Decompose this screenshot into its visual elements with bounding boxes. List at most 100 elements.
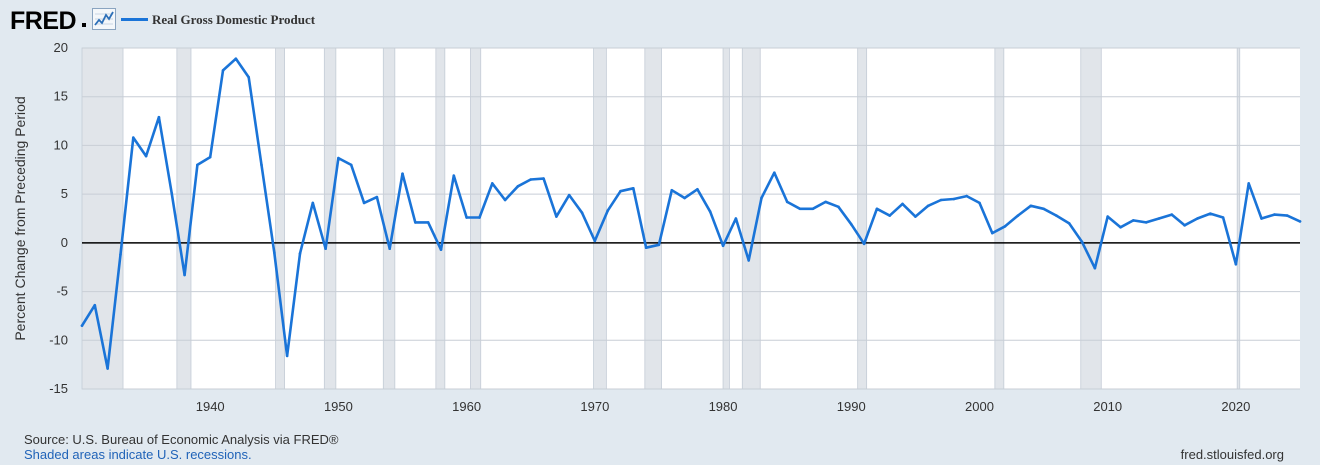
y-tick-label: 20 [54, 40, 68, 55]
data-point [683, 196, 686, 200]
recession-band [81, 47, 124, 390]
site-url[interactable]: fred.stlouisfed.org [1180, 447, 1284, 462]
x-tick-label: 1970 [580, 399, 609, 414]
data-point [567, 193, 571, 197]
recession-band [722, 47, 730, 390]
data-point [619, 189, 622, 193]
data-point [888, 214, 892, 217]
data-point [1080, 240, 1084, 244]
data-point [721, 244, 725, 248]
data-point [1221, 216, 1225, 219]
data-point [708, 210, 712, 213]
data-point [1029, 204, 1033, 208]
source-note: Source: U.S. Bureau of Economic Analysis… [24, 432, 339, 447]
data-point [798, 207, 802, 211]
data-point [144, 154, 148, 158]
data-point [183, 273, 186, 277]
data-point [465, 216, 468, 219]
y-tick-label: -15 [49, 381, 68, 396]
recession-band [176, 47, 192, 390]
data-point [632, 186, 635, 190]
data-point [1093, 266, 1097, 270]
data-point [875, 207, 879, 211]
x-tick-label: 1960 [452, 399, 481, 414]
data-point [349, 163, 353, 167]
data-point [106, 367, 109, 370]
data-point [362, 201, 366, 205]
x-tick-label: 2010 [1093, 399, 1122, 414]
recession-note-link[interactable]: Shaded areas indicate U.S. recessions. [24, 447, 252, 462]
data-point [824, 200, 827, 204]
data-point [1285, 214, 1289, 217]
data-point [1119, 225, 1122, 229]
data-point [1298, 220, 1302, 223]
series-line [80, 57, 1302, 370]
gridlines [82, 47, 1300, 390]
data-point [196, 163, 199, 167]
y-axis-label: Percent Change from Preceding Period [12, 96, 28, 340]
recession-band [382, 47, 396, 390]
recession-band [1236, 47, 1241, 390]
data-point [696, 187, 699, 191]
legend-swatch [121, 18, 148, 21]
data-point [760, 196, 763, 200]
data-point [811, 207, 815, 211]
x-tick-label: 1990 [837, 399, 866, 414]
data-point [516, 185, 520, 188]
data-point [862, 242, 866, 246]
data-point [529, 178, 533, 181]
data-point [490, 182, 494, 185]
fred-logo[interactable]: FRED [10, 7, 77, 35]
data-point [119, 253, 122, 256]
data-point [978, 201, 981, 205]
legend-label: Real Gross Domestic Product [152, 12, 316, 27]
y-axis-ticks: 20 15 10 5 0 -5 -10 -15 [49, 40, 68, 396]
data-point [503, 198, 507, 202]
data-point [1016, 214, 1020, 217]
x-tick-label: 1940 [196, 399, 225, 414]
y-tick-label: 15 [54, 89, 68, 104]
data-point [93, 303, 97, 307]
data-point [1042, 207, 1045, 211]
x-tick-label: 2020 [1221, 399, 1250, 414]
recession-band [644, 47, 662, 390]
recession-band [857, 47, 868, 390]
data-point [1234, 262, 1238, 266]
data-point [785, 200, 789, 204]
data-point [1144, 221, 1148, 224]
data-point [1055, 214, 1058, 217]
data-point [478, 216, 481, 219]
data-point [1208, 212, 1212, 215]
line-chart-icon[interactable] [92, 8, 116, 30]
data-point [131, 136, 135, 139]
data-point [542, 177, 545, 180]
data-point [914, 215, 917, 218]
fred-logo-dot [82, 23, 86, 27]
data-point [273, 251, 276, 254]
data-point [1157, 217, 1161, 220]
data-point [773, 171, 776, 175]
data-point [375, 195, 379, 199]
data-point [1003, 224, 1007, 228]
data-point [644, 246, 648, 250]
data-point [388, 247, 392, 251]
data-point [657, 243, 661, 247]
data-point [311, 201, 315, 205]
data-point [1273, 213, 1276, 216]
data-point [324, 247, 327, 251]
data-point [555, 215, 558, 218]
data-point [452, 174, 456, 177]
series-layer [80, 57, 1302, 370]
data-point [285, 354, 289, 358]
recession-band [994, 47, 1005, 390]
data-point [901, 202, 904, 206]
data-point [939, 198, 943, 202]
data-point [1170, 213, 1174, 216]
data-point [849, 223, 853, 226]
data-point [260, 163, 263, 167]
y-tick-label: 0 [61, 235, 68, 250]
chart-header: FRED Real Gross Domestic Product [0, 0, 1320, 40]
data-point [234, 57, 238, 61]
data-point [401, 172, 404, 175]
